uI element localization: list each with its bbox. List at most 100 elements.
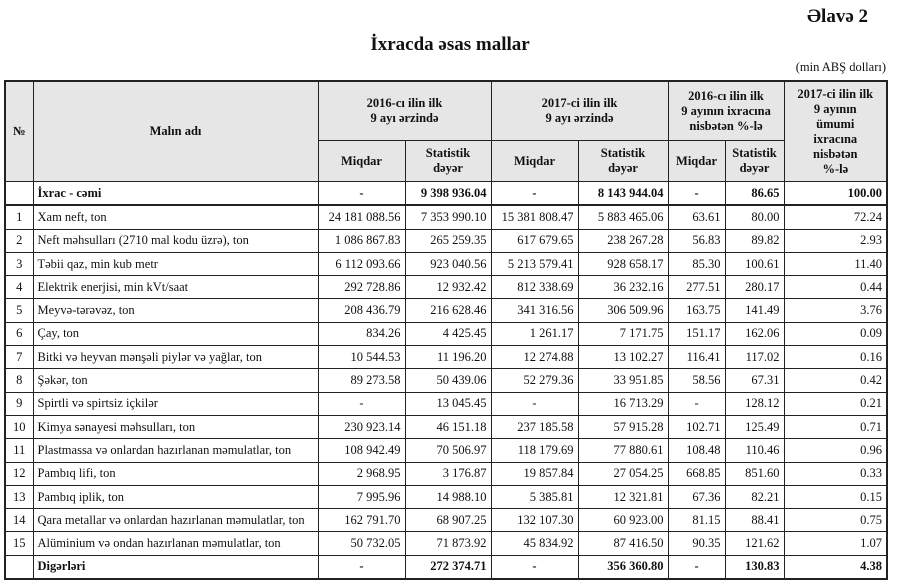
- cell-no: 12: [4, 461, 34, 486]
- cell-qp: 108.48: [667, 438, 726, 463]
- cell-v17: 87 416.50: [577, 531, 669, 556]
- cell-v17: 77 880.61: [577, 438, 669, 463]
- cell-q16: 292 728.86: [317, 275, 406, 300]
- total-row: İxrac - cəmi -9 398 936.04-8 143 944.04-8…: [4, 181, 888, 206]
- cell-name: Alüminium və ondan hazırlanan məmulatlar…: [32, 531, 319, 556]
- cell-q17: 1 261.17: [490, 321, 579, 347]
- cell-v17: 27 054.25: [577, 461, 669, 486]
- cell-vp: 280.17: [724, 275, 785, 300]
- cell-q17: 5 213 579.41: [490, 251, 579, 277]
- cell-share: 0.15: [783, 484, 888, 510]
- header-ratio-2016: 2016-cı ilin ilk 9 ayının ixracına nisbə…: [667, 80, 785, 141]
- cell-v16: 70 506.97: [404, 438, 492, 463]
- cell-name: Digərləri: [32, 554, 319, 580]
- cell-qp: 63.61: [667, 204, 726, 230]
- cell-no: 11: [4, 438, 34, 463]
- cell-q17: 617 679.65: [490, 228, 579, 253]
- cell-q16: 10 544.53: [317, 345, 406, 370]
- cell-share: 0.75: [783, 508, 888, 533]
- cell-v17: 238 267.28: [577, 228, 669, 253]
- cell-no: 3: [4, 251, 34, 277]
- cell-v17: 5 883 465.06: [577, 204, 669, 230]
- cell-vp: 80.00: [724, 204, 785, 230]
- cell-share: 72.24: [783, 204, 888, 230]
- cell-share: 0.96: [783, 438, 888, 463]
- cell-v16: 7 353 990.10: [404, 204, 492, 230]
- cell-q17: 237 185.58: [490, 414, 579, 440]
- cell-no: 15: [4, 531, 34, 556]
- cell-v16: 50 439.06: [404, 368, 492, 393]
- cell-no: [4, 554, 34, 580]
- cell-share: 0.16: [783, 345, 888, 370]
- cell-name: Pambıq iplik, ton: [32, 484, 319, 510]
- cell-q16: 208 436.79: [317, 298, 406, 323]
- cell-no: 8: [4, 368, 34, 393]
- cell-no: 7: [4, 345, 34, 370]
- cell-vp: 86.65: [724, 181, 785, 206]
- cell-vp: 128.12: [724, 391, 785, 416]
- cell-name: Meyvə-tərəvəz, ton: [32, 298, 319, 323]
- cell-qp: 90.35: [667, 531, 726, 556]
- cell-name: Qara metallar və onlardan hazırlanan məm…: [32, 508, 319, 533]
- cell-v17: 13 102.27: [577, 345, 669, 370]
- cell-vp: 851.60: [724, 461, 785, 486]
- table-row: 12 Pambıq lifi, ton 2 968.95 3 176.87 19 857…: [4, 461, 888, 486]
- cell-qp: 277.51: [667, 275, 726, 300]
- cell-v17: 7 171.75: [577, 321, 669, 347]
- table-body: İxrac - cəmi -9 398 936.04-8 143 944.04-8…: [4, 181, 888, 580]
- cell-v16: 71 873.92: [404, 531, 492, 556]
- header-quantity-2016: Miqdar: [317, 140, 406, 182]
- cell-q17: 12 274.88: [490, 345, 579, 370]
- cell-vp: 125.49: [724, 414, 785, 440]
- cell-q17: -: [490, 181, 579, 206]
- cell-q17: 118 179.69: [490, 438, 579, 463]
- cell-v16: 3 176.87: [404, 461, 492, 486]
- cell-qp: 668.85: [667, 461, 726, 486]
- cell-qp: 116.41: [667, 345, 726, 370]
- cell-qp: -: [667, 554, 726, 580]
- cell-v16: 14 988.10: [404, 484, 492, 510]
- header-value-2016: Statistik dəyər: [404, 140, 492, 182]
- others-row: Digərləri -272 374.71-356 360.80-130.83 4.…: [4, 554, 888, 580]
- cell-no: 6: [4, 321, 34, 347]
- cell-q16: -: [317, 391, 406, 416]
- cell-qp: 151.17: [667, 321, 726, 347]
- cell-v16: 12 932.42: [404, 275, 492, 300]
- cell-vp: 162.06: [724, 321, 785, 347]
- cell-q16: 1 086 867.83: [317, 228, 406, 253]
- table-row: 14 Qara metallar və onlardan hazırlanan m…: [4, 508, 888, 533]
- cell-q16: 834.26: [317, 321, 406, 347]
- cell-v16: 11 196.20: [404, 345, 492, 370]
- cell-q17: 132 107.30: [490, 508, 579, 533]
- cell-share: 0.42: [783, 368, 888, 393]
- cell-qp: 58.56: [667, 368, 726, 393]
- cell-q17: 45 834.92: [490, 531, 579, 556]
- cell-vp: 67.31: [724, 368, 785, 393]
- cell-q16: 89 273.58: [317, 368, 406, 393]
- cell-v17: 12 321.81: [577, 484, 669, 510]
- cell-q16: 24 181 088.56: [317, 204, 406, 230]
- cell-q17: -: [490, 391, 579, 416]
- header-quantity-2017: Miqdar: [490, 140, 579, 182]
- cell-vp: 100.61: [724, 251, 785, 277]
- cell-name: İxrac - cəmi: [32, 181, 319, 206]
- cell-qp: 56.83: [667, 228, 726, 253]
- cell-name: Kimya sənayesi məhsulları, ton: [32, 414, 319, 440]
- table-row: 6 Çay, ton 834.26 4 425.45 1 261.17 7 171.75 1…: [4, 321, 888, 347]
- cell-share: 4.38: [783, 554, 888, 580]
- header-value-ratio: Statistik dəyər: [724, 140, 785, 182]
- table-row: 10 Kimya sənayesi məhsulları, ton 230 923.…: [4, 414, 888, 440]
- cell-name: Plastmassa və onlardan hazırlanan məmula…: [32, 438, 319, 463]
- table-row: 7 Bitki və heyvan mənşəli piylər və yağla…: [4, 345, 888, 370]
- cell-vp: 110.46: [724, 438, 785, 463]
- cell-qp: 163.75: [667, 298, 726, 323]
- cell-name: Spirtli və spirtsiz içkilər: [32, 391, 319, 416]
- cell-share: 0.44: [783, 275, 888, 300]
- unit-note: (min ABŞ dolları): [795, 60, 886, 74]
- cell-v17: 33 951.85: [577, 368, 669, 393]
- appendix-label: Əlavə 2: [807, 6, 868, 27]
- cell-v16: 272 374.71: [404, 554, 492, 580]
- cell-q16: -: [317, 181, 406, 206]
- cell-q17: 15 381 808.47: [490, 204, 579, 230]
- cell-v16: 216 628.46: [404, 298, 492, 323]
